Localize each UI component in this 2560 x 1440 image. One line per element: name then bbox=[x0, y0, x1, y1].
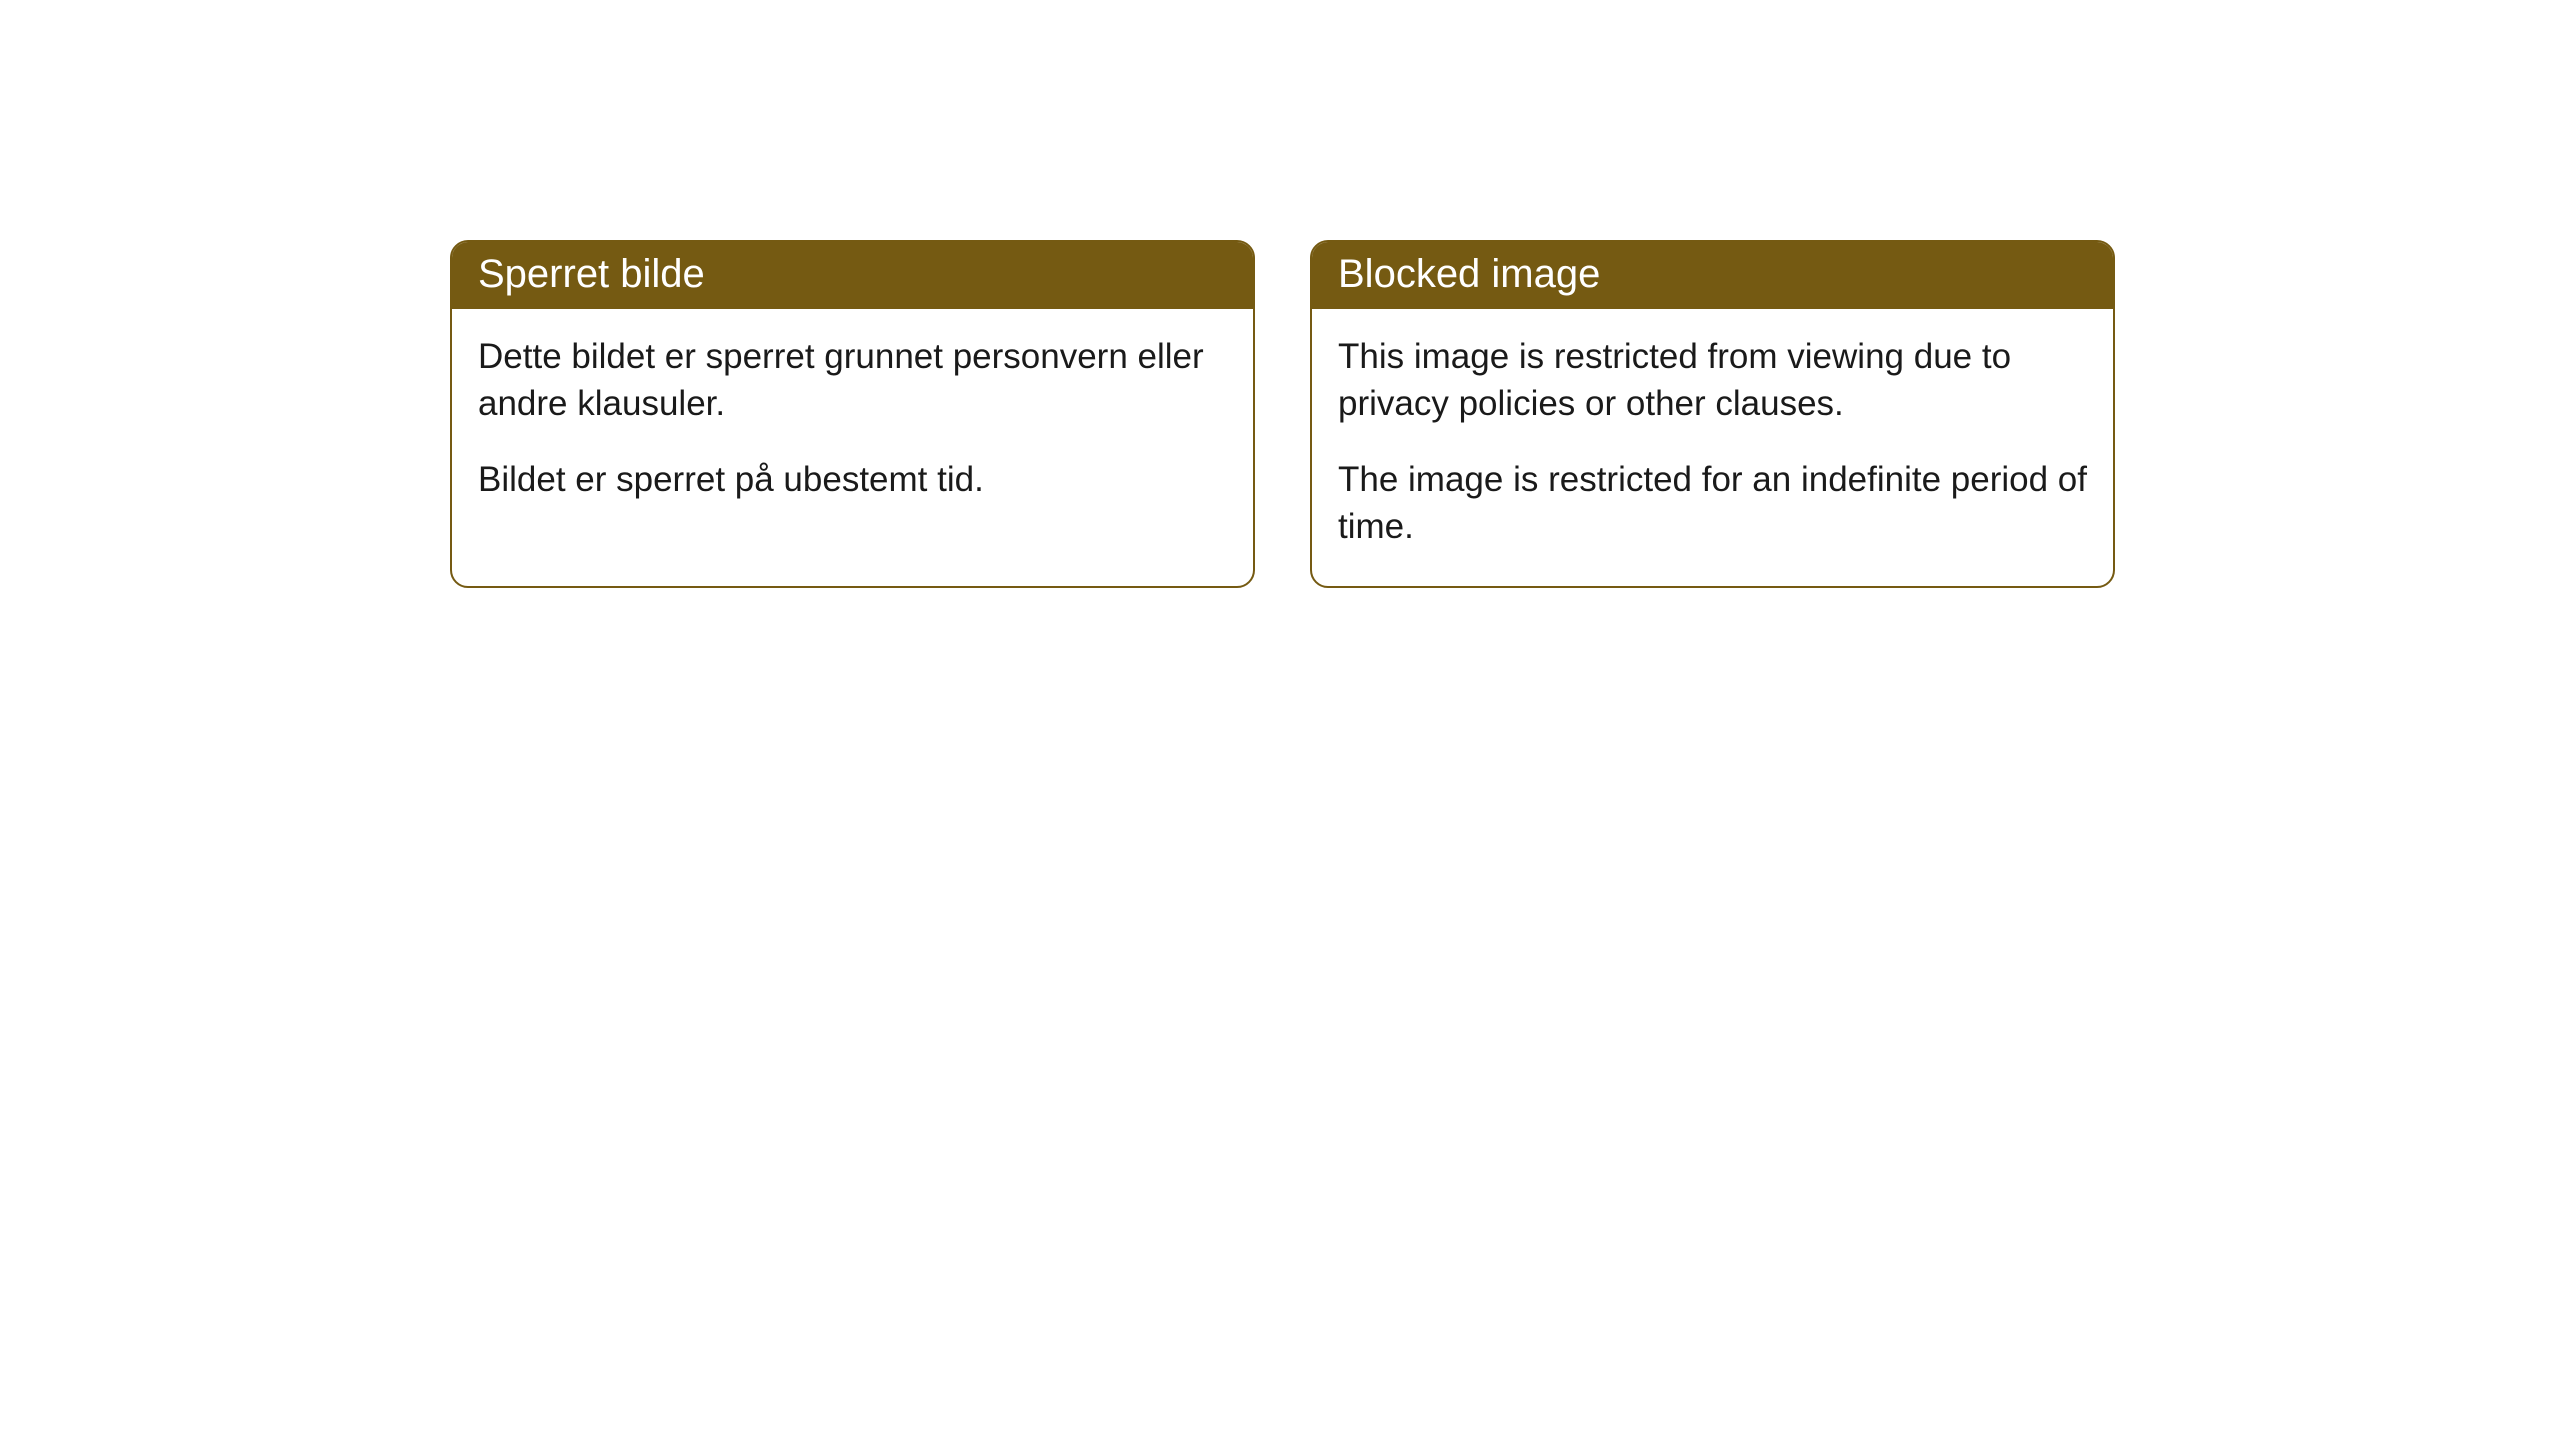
blocked-image-card-en: Blocked image This image is restricted f… bbox=[1310, 240, 2115, 588]
blocked-image-card-no: Sperret bilde Dette bildet er sperret gr… bbox=[450, 240, 1255, 588]
card-title-no: Sperret bilde bbox=[452, 242, 1253, 309]
card-body-en: This image is restricted from viewing du… bbox=[1312, 309, 2113, 586]
card-paragraph-no-2: Bildet er sperret på ubestemt tid. bbox=[478, 456, 1227, 503]
card-paragraph-no-1: Dette bildet er sperret grunnet personve… bbox=[478, 333, 1227, 428]
notice-cards-container: Sperret bilde Dette bildet er sperret gr… bbox=[450, 240, 2560, 588]
card-body-no: Dette bildet er sperret grunnet personve… bbox=[452, 309, 1253, 539]
card-paragraph-en-1: This image is restricted from viewing du… bbox=[1338, 333, 2087, 428]
card-paragraph-en-2: The image is restricted for an indefinit… bbox=[1338, 456, 2087, 551]
card-title-en: Blocked image bbox=[1312, 242, 2113, 309]
